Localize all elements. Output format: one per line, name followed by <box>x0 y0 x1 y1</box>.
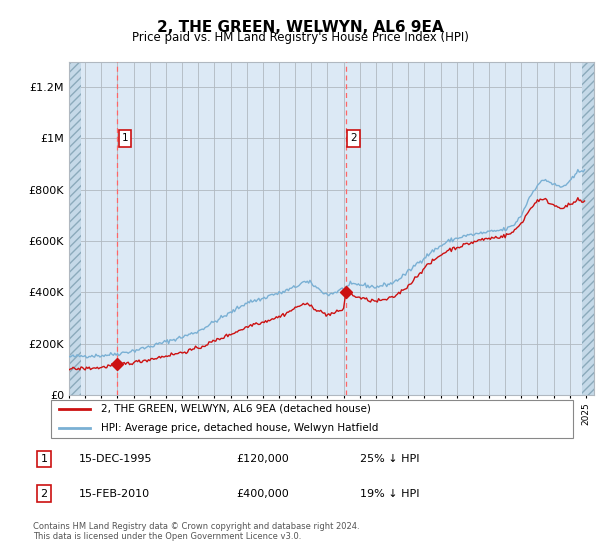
Bar <box>69 62 81 395</box>
Text: 2: 2 <box>41 489 47 499</box>
Bar <box>582 62 594 395</box>
Text: 25% ↓ HPI: 25% ↓ HPI <box>360 454 419 464</box>
Text: 2, THE GREEN, WELWYN, AL6 9EA: 2, THE GREEN, WELWYN, AL6 9EA <box>157 20 443 35</box>
Text: 1: 1 <box>41 454 47 464</box>
Text: 15-DEC-1995: 15-DEC-1995 <box>79 454 152 464</box>
Text: 19% ↓ HPI: 19% ↓ HPI <box>360 489 419 499</box>
Text: 2, THE GREEN, WELWYN, AL6 9EA (detached house): 2, THE GREEN, WELWYN, AL6 9EA (detached … <box>101 404 371 414</box>
Text: Price paid vs. HM Land Registry's House Price Index (HPI): Price paid vs. HM Land Registry's House … <box>131 31 469 44</box>
Text: Contains HM Land Registry data © Crown copyright and database right 2024.
This d: Contains HM Land Registry data © Crown c… <box>33 522 359 542</box>
Text: HPI: Average price, detached house, Welwyn Hatfield: HPI: Average price, detached house, Welw… <box>101 423 378 433</box>
Text: 15-FEB-2010: 15-FEB-2010 <box>79 489 151 499</box>
Text: £400,000: £400,000 <box>236 489 289 499</box>
FancyBboxPatch shape <box>50 400 574 437</box>
Text: £120,000: £120,000 <box>236 454 289 464</box>
Text: 1: 1 <box>122 133 128 143</box>
Text: 2: 2 <box>350 133 357 143</box>
